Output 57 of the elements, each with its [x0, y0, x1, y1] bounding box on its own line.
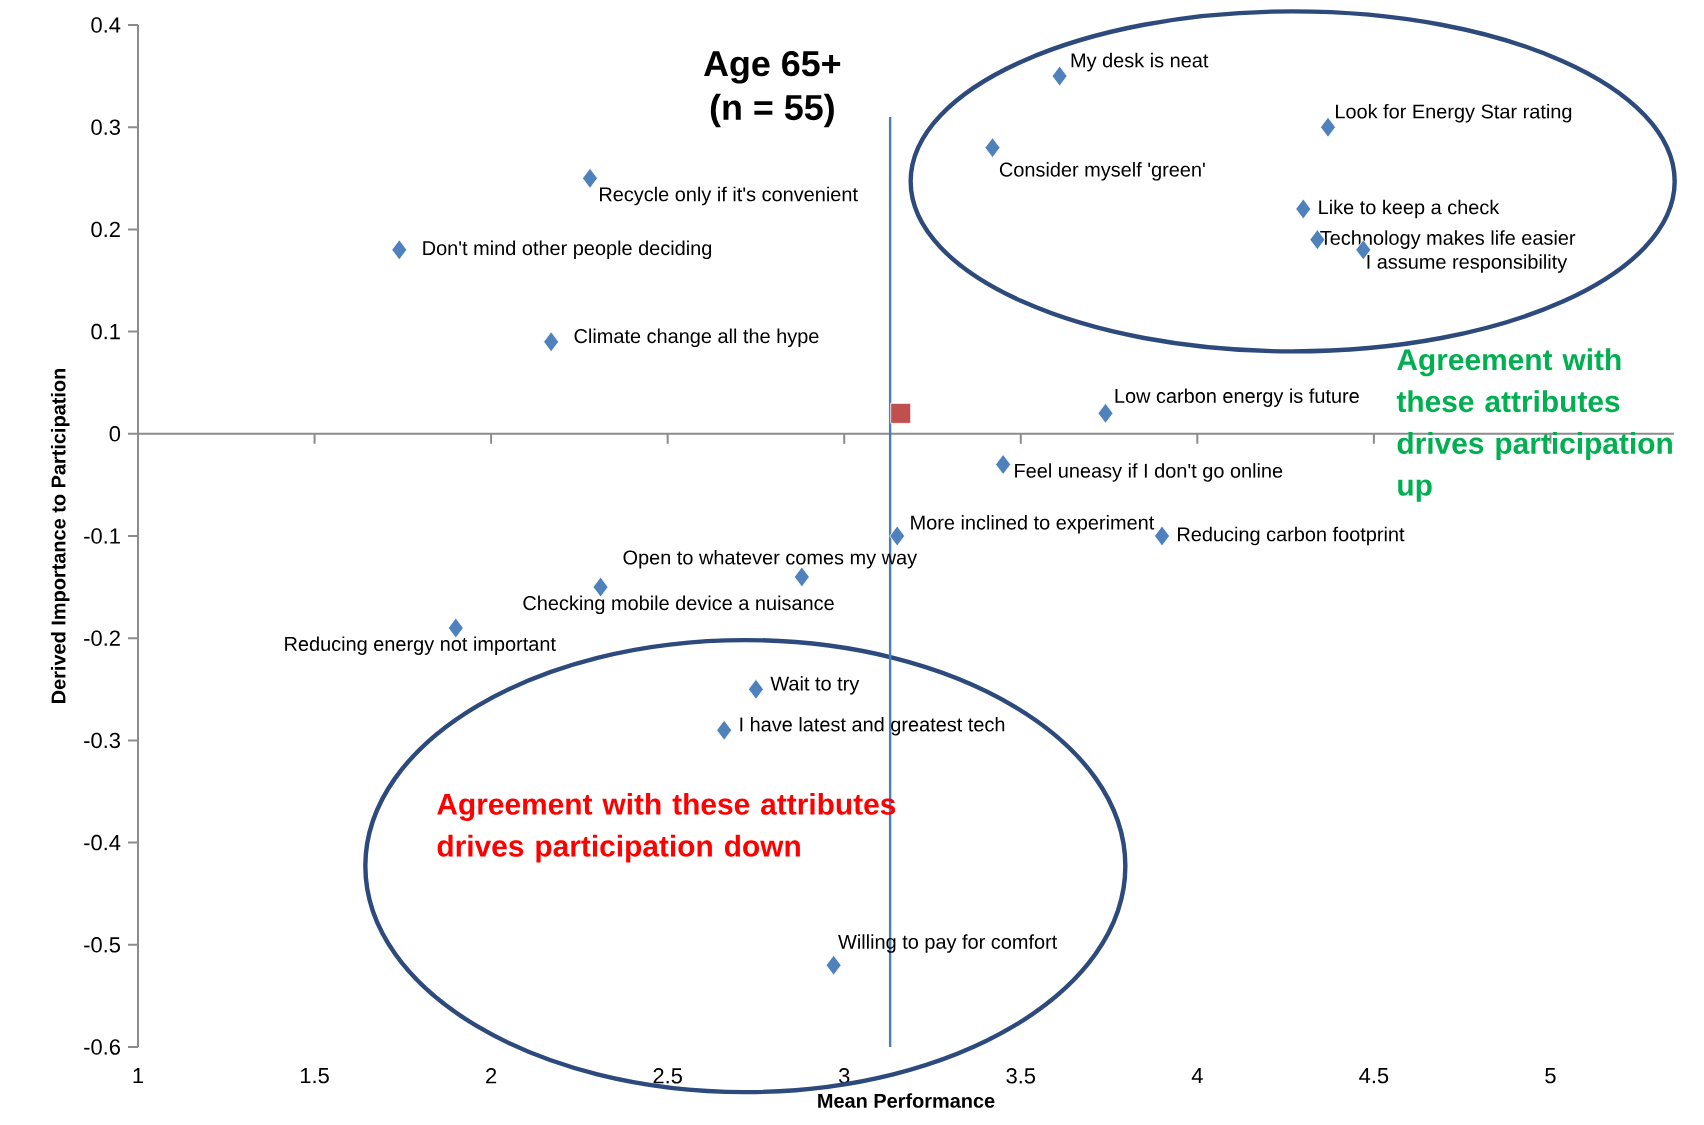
- point: [447, 617, 464, 639]
- annotation: Reducing energy not important: [285, 636, 556, 655]
- point: [1295, 198, 1312, 220]
- y-tick-label: 0.3: [91, 119, 120, 135]
- point: [748, 678, 764, 700]
- x-tick-label: 5: [1545, 1068, 1556, 1084]
- y-tick-label: 0.2: [91, 221, 120, 238]
- point: [1154, 525, 1170, 547]
- y-tick-label: 0.4: [91, 17, 121, 33]
- annotation: Consider myself 'green': [999, 162, 1205, 181]
- annotation: Look for Energy Star rating: [1336, 103, 1572, 123]
- annotation: Don't mind other people deciding: [423, 240, 712, 260]
- y-axis-title: Derived Importance to Participation: [50, 368, 70, 703]
- point: [1320, 116, 1336, 138]
- point: [1051, 65, 1068, 87]
- point: [582, 167, 598, 189]
- annotation: Wait to try: [770, 676, 860, 695]
- x-tick-label: 1: [133, 1068, 144, 1084]
- annotation: Low carbon energy is future: [1115, 388, 1359, 407]
- y-tick-label: -0.4: [84, 834, 121, 851]
- y-tick-label: 0.1: [91, 323, 120, 340]
- y-tick-label: -0.6: [84, 1039, 120, 1055]
- point: [890, 402, 912, 424]
- text: (n = 55): [710, 93, 834, 128]
- point: [1097, 402, 1114, 424]
- x-tick-label: 2: [486, 1068, 497, 1084]
- point: [995, 454, 1012, 475]
- y-tick-label: -0.3: [84, 732, 120, 749]
- x-axis-title: Mean Performance: [818, 1093, 995, 1108]
- annotation: Agreement with these attributes drives participation up: [1396, 348, 1672, 502]
- x-tick-label: 2.5: [653, 1068, 682, 1084]
- point: [889, 525, 906, 547]
- x-tick-label: 1.5: [300, 1068, 329, 1084]
- annotation: Checking mobile device a nuisance: [523, 595, 834, 615]
- y-tick-label: -0.1: [84, 528, 120, 544]
- annotation: Climate change all the hype: [574, 328, 819, 348]
- point: [825, 954, 842, 976]
- annotation: Like to keep a check: [1319, 199, 1500, 219]
- text: Age 65+: [703, 50, 841, 84]
- point: [391, 239, 408, 261]
- annotation: Recycle only if it's convenient: [600, 186, 858, 206]
- annotation: I have latest and greatest tech: [740, 716, 1005, 736]
- point: [543, 331, 560, 353]
- annotation: Reducing carbon footprint: [1178, 526, 1405, 546]
- y-tick-label: -0.5: [84, 937, 121, 953]
- y-tick-label: -0.2: [84, 630, 120, 646]
- annotation: I assume responsibility: [1367, 254, 1568, 273]
- point: [984, 137, 1001, 159]
- annotation: More inclined to experiment: [911, 515, 1155, 534]
- x-tick-label: 3.5: [1006, 1068, 1036, 1084]
- annotation: My desk is neat: [1071, 52, 1209, 72]
- point: [716, 719, 733, 741]
- y-tick-label: 0: [109, 426, 121, 442]
- point: [793, 566, 810, 588]
- x-tick-label: 4.5: [1359, 1068, 1389, 1084]
- annotation: Feel uneasy if I don't go online: [1015, 463, 1283, 482]
- x-tick-label: 4: [1191, 1068, 1203, 1084]
